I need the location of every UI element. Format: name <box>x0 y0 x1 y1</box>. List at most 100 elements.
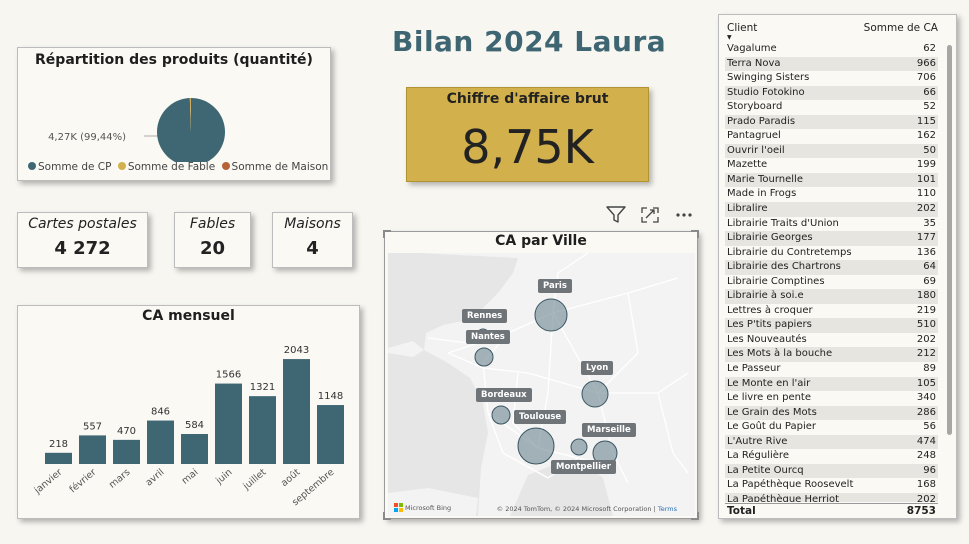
revenue-kpi-card[interactable]: Chiffre d'affaire brut 8,75K <box>406 87 649 182</box>
table-row[interactable]: Les Nouveautés 202 <box>725 333 938 348</box>
map-canvas[interactable]: Paris Rennes Nantes Lyon Bordeaux Toulou… <box>388 253 695 516</box>
column-header-revenue[interactable]: Somme de CA <box>863 22 938 34</box>
microsoft-logo-icon <box>394 503 403 512</box>
column-header-client[interactable]: Client <box>727 22 758 34</box>
client-name-cell: Terra Nova <box>727 57 781 69</box>
city-label-nantes[interactable]: Nantes <box>466 330 510 344</box>
city-label-toulouse[interactable]: Toulouse <box>514 410 567 424</box>
table-row[interactable]: Librairie des Chartrons 64 <box>725 260 938 275</box>
revenue-cell: 202 <box>916 203 936 215</box>
table-row[interactable]: Librairie à soi.e 180 <box>725 289 938 304</box>
table-row[interactable]: Swinging Sisters 706 <box>725 71 938 86</box>
city-label-montpellier[interactable]: Montpellier <box>551 460 616 474</box>
city-revenue-map-card[interactable]: CA par Ville <box>383 230 699 520</box>
bar-juillet[interactable] <box>249 396 276 464</box>
bar-avril[interactable] <box>147 420 174 464</box>
kpi-value: 4 <box>306 238 319 259</box>
table-row[interactable]: Librairie du Contretemps 136 <box>725 246 938 261</box>
table-row[interactable]: Les P'tits papiers 510 <box>725 318 938 333</box>
bar-septembre[interactable] <box>317 405 344 464</box>
bar-chart[interactable]: 218 janvier 557 février 470 mars 846 avril 584 ma… <box>18 306 361 520</box>
revenue-cell: 64 <box>923 261 936 273</box>
table-row[interactable]: La Papéthèque Roosevelt 168 <box>725 478 938 493</box>
table-row[interactable]: L'Autre Rive 474 <box>725 434 938 450</box>
table-row[interactable]: Librairie Comptines 69 <box>725 275 938 290</box>
revenue-cell: 199 <box>916 159 936 171</box>
legend-dot-fable <box>117 162 126 170</box>
client-name-cell: Made in Frogs <box>727 188 797 200</box>
client-name-cell: Le Passeur <box>727 363 781 375</box>
bar-février[interactable] <box>79 435 106 464</box>
bar-data-label: 1148 <box>318 391 343 402</box>
city-label-bordeaux[interactable]: Bordeaux <box>476 388 532 402</box>
focus-mode-icon[interactable] <box>634 200 666 230</box>
revenue-cell: 162 <box>916 130 936 142</box>
table-row[interactable]: Vagalume 62 <box>725 42 938 57</box>
client-revenue-table[interactable]: Client ▼ Somme de CA Vagalume 62 Terra Nov… <box>718 14 957 519</box>
city-label-rennes[interactable]: Rennes <box>462 309 508 323</box>
table-scrollbar[interactable] <box>947 45 952 435</box>
filter-icon[interactable] <box>600 200 632 230</box>
table-row[interactable]: Le Goût du Papier 56 <box>725 420 938 435</box>
table-row[interactable]: Libralire 202 <box>725 202 938 217</box>
bar-data-label: 2043 <box>284 345 309 356</box>
table-row[interactable]: Le Passeur 89 <box>725 362 938 377</box>
more-options-icon[interactable] <box>668 200 700 230</box>
table-row[interactable]: Storyboard 52 <box>725 100 938 115</box>
table-row[interactable]: Ouvrir l'oeil 50 <box>725 143 938 159</box>
table-row[interactable]: Les Mots à la bouche 212 <box>725 347 938 363</box>
product-distribution-card[interactable]: Répartition des produits (quantité) 4,27… <box>17 47 331 181</box>
table-row[interactable]: Le Monte en l'air 105 <box>725 376 938 392</box>
bar-mars[interactable] <box>113 439 140 464</box>
bar-data-label: 218 <box>49 439 68 450</box>
table-row[interactable]: Studio Fotokino 66 <box>725 85 938 101</box>
pie-chart[interactable]: 4,27K (99,44%) <box>18 72 332 162</box>
table-row[interactable]: La Petite Ourcq 96 <box>725 463 938 479</box>
table-row[interactable]: Librairie Georges 177 <box>725 231 938 246</box>
bubble-paris <box>534 298 568 332</box>
table-row[interactable]: Le Grain des Mots 286 <box>725 405 938 421</box>
legend-item-maison[interactable]: Somme de Maison <box>221 161 328 173</box>
client-name-cell: Vagalume <box>727 43 777 54</box>
resize-handle[interactable] <box>383 512 391 520</box>
kpi-card-postcards[interactable]: Cartes postales 4 272 <box>17 212 148 268</box>
resize-handle[interactable] <box>691 512 699 520</box>
bar-data-label: 557 <box>83 421 102 432</box>
table-row[interactable]: Terra Nova 966 <box>725 56 938 72</box>
table-row[interactable]: Marie Tournelle 101 <box>725 172 938 188</box>
pie-slice-1[interactable] <box>189 98 191 132</box>
table-row[interactable]: La Régulière 248 <box>725 449 938 464</box>
bar-juin[interactable] <box>215 383 242 464</box>
kpi-label: Cartes postales <box>28 216 137 232</box>
client-name-cell: Librairie Traits d'Union <box>727 217 839 229</box>
resize-handle[interactable] <box>383 230 391 238</box>
table-row[interactable]: Made in Frogs 110 <box>725 187 938 202</box>
client-name-cell: La Régulière <box>727 450 789 462</box>
city-label-marseille[interactable]: Marseille <box>582 423 636 437</box>
bar-janvier[interactable] <box>45 452 72 464</box>
pie-slice-0[interactable] <box>157 98 225 162</box>
table-row[interactable]: Lettres à croquer 219 <box>725 304 938 319</box>
monthly-revenue-card[interactable]: CA mensuel 218 janvier 557 février 470 mars 84… <box>17 305 360 519</box>
terms-link[interactable]: Terms <box>657 505 677 513</box>
table-body: Vagalume 62 Terra Nova 966 Swinging Sisters 7… <box>725 42 938 502</box>
bar-mai[interactable] <box>181 434 208 464</box>
table-row[interactable]: Prado Paradis 115 <box>725 114 938 130</box>
city-label-lyon[interactable]: Lyon <box>581 361 614 375</box>
table-row[interactable]: Mazette 199 <box>725 158 938 173</box>
bar-août[interactable] <box>283 359 310 464</box>
client-name-cell: Pantagruel <box>727 130 781 142</box>
client-name-cell: Libralire <box>727 203 768 215</box>
table-row[interactable]: La Papéthèque Herriot 202 <box>725 492 938 502</box>
legend-item-fable[interactable]: Somme de Fable <box>117 161 215 173</box>
resize-handle[interactable] <box>691 230 699 238</box>
table-row[interactable]: Le livre en pente 340 <box>725 391 938 406</box>
table-row[interactable]: Librairie Traits d'Union 35 <box>725 217 938 232</box>
client-name-cell: Librairie à soi.e <box>727 290 804 302</box>
kpi-card-fables[interactable]: Fables 20 <box>174 212 251 268</box>
kpi-card-houses[interactable]: Maisons 4 <box>272 212 353 268</box>
legend-item-cp[interactable]: Somme de CP <box>28 161 111 173</box>
revenue-cell: 202 <box>916 493 936 502</box>
city-label-paris[interactable]: Paris <box>538 279 572 293</box>
table-row[interactable]: Pantagruel 162 <box>725 129 938 144</box>
